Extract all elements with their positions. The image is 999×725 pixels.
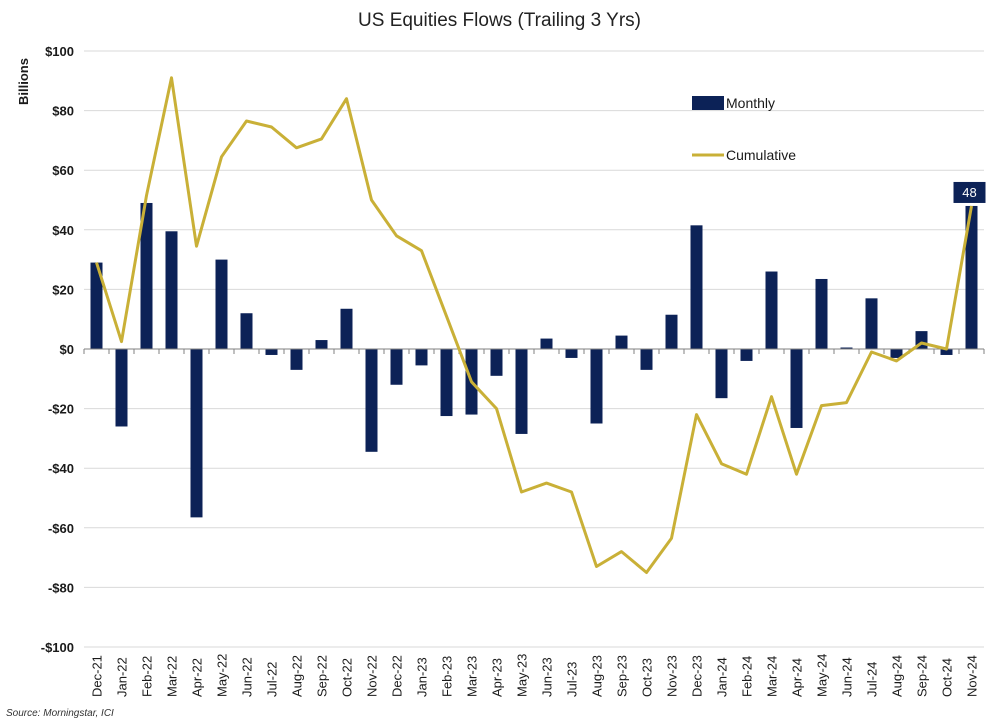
axes [83,348,985,354]
bar-monthly [490,349,503,376]
x-tick-label: Oct-22 [340,658,355,697]
bar-monthly [540,338,553,349]
x-tick-label: Feb-24 [740,656,755,697]
y-tick-label: -$60 [48,521,74,536]
monthly-bars [90,202,978,518]
annotations: 48 [953,181,986,203]
x-tick-label: Mar-24 [765,656,780,697]
cumulative-line [95,76,973,574]
bar-monthly [340,308,353,349]
x-tick-label: Apr-22 [190,658,205,697]
bar-monthly [140,202,153,349]
y-tick-label: -$20 [48,402,74,417]
x-tick-label: Mar-23 [465,656,480,697]
tick-labels: $100 $80 $60 $40 $20 $0 -$20 -$40 -$60 -$80 -$100 D… [41,44,980,697]
y-tick-label: -$100 [41,640,74,655]
x-tick-label: Nov-22 [365,655,380,697]
x-tick-label: Jan-23 [415,657,430,697]
bar-monthly [690,225,703,349]
bar-monthly [265,349,278,355]
bar-monthly [790,349,803,428]
x-tick-label: Jun-22 [240,657,255,697]
y-tick-label: -$40 [48,461,74,476]
cumulative-line-group [95,76,973,574]
bar-monthly [365,349,378,452]
x-tick-label: Jul-23 [565,662,580,697]
bar-monthly [740,349,753,361]
x-tick-label: Sep-22 [315,655,330,697]
bar-monthly [890,349,903,358]
bar-monthly [515,349,528,434]
annotation-box [953,181,986,203]
bar-monthly [390,349,403,385]
bar-monthly [840,347,853,349]
x-tick-label: Dec-22 [390,655,405,697]
bar-monthly [415,349,428,366]
x-tick-label: Mar-22 [165,656,180,697]
bar-monthly [215,259,228,349]
x-tick-label: May-24 [815,654,830,697]
gridlines [84,50,984,648]
chart-title: US Equities Flows (Trailing 3 Yrs) [358,10,641,31]
y-tick-label: -$80 [48,580,74,595]
bar-monthly [865,298,878,349]
bar-monthly [665,314,678,349]
x-tick-label: Sep-24 [915,655,930,697]
bar-monthly [715,349,728,399]
y-tick-label: $20 [52,282,74,297]
x-tick-label: Dec-21 [90,655,105,697]
bar-monthly [590,349,603,424]
legend-swatch-monthly [692,96,724,110]
bar-monthly [165,231,178,349]
x-tick-label: Jul-22 [265,662,280,697]
bar-monthly [90,262,103,349]
legend: Monthly Cumulative [692,95,796,163]
source-note: Source: Morningstar, ICI [6,708,114,719]
bar-monthly [965,205,978,349]
bar-monthly [815,278,828,349]
bar-monthly [565,349,578,358]
x-tick-label: Nov-23 [665,655,680,697]
bar-monthly [115,349,128,427]
x-tick-label: Nov-24 [965,655,980,697]
x-tick-label: Jan-24 [715,657,730,697]
x-tick-label: Jun-24 [840,657,855,697]
x-tick-label: May-22 [215,654,230,697]
bar-monthly [765,271,778,349]
x-tick-label: Aug-23 [590,655,605,697]
y-tick-label: $0 [60,342,74,357]
annotation-label: 48 [962,185,976,200]
x-tick-label: Oct-24 [940,658,955,697]
x-tick-label: Apr-23 [490,658,505,697]
bar-monthly [315,340,328,349]
y-tick-label: $60 [52,163,74,178]
x-tick-label: Jun-23 [540,657,555,697]
x-tick-label: Jul-24 [865,662,880,697]
bar-monthly [190,349,203,518]
legend-label-cumulative: Cumulative [726,147,796,163]
bar-monthly [615,335,628,349]
x-tick-label: May-23 [515,654,530,697]
x-tick-label: Feb-23 [440,656,455,697]
legend-label-monthly: Monthly [726,95,775,111]
x-tick-label: Aug-24 [890,655,905,697]
bar-monthly [440,349,453,417]
x-tick-label: Aug-22 [290,655,305,697]
bar-monthly [240,313,253,349]
y-tick-label: $100 [45,44,74,59]
bar-monthly [940,349,953,355]
bar-monthly [640,349,653,370]
y-tick-label: $40 [52,223,74,238]
x-tick-label: Jan-22 [115,657,130,697]
y-tick-label: $80 [52,104,74,119]
x-tick-label: Dec-23 [690,655,705,697]
bar-monthly [290,349,303,370]
x-tick-label: Oct-23 [640,658,655,697]
x-tick-label: Feb-22 [140,656,155,697]
x-tick-label: Sep-23 [615,655,630,697]
x-tick-label: Apr-24 [790,658,805,697]
